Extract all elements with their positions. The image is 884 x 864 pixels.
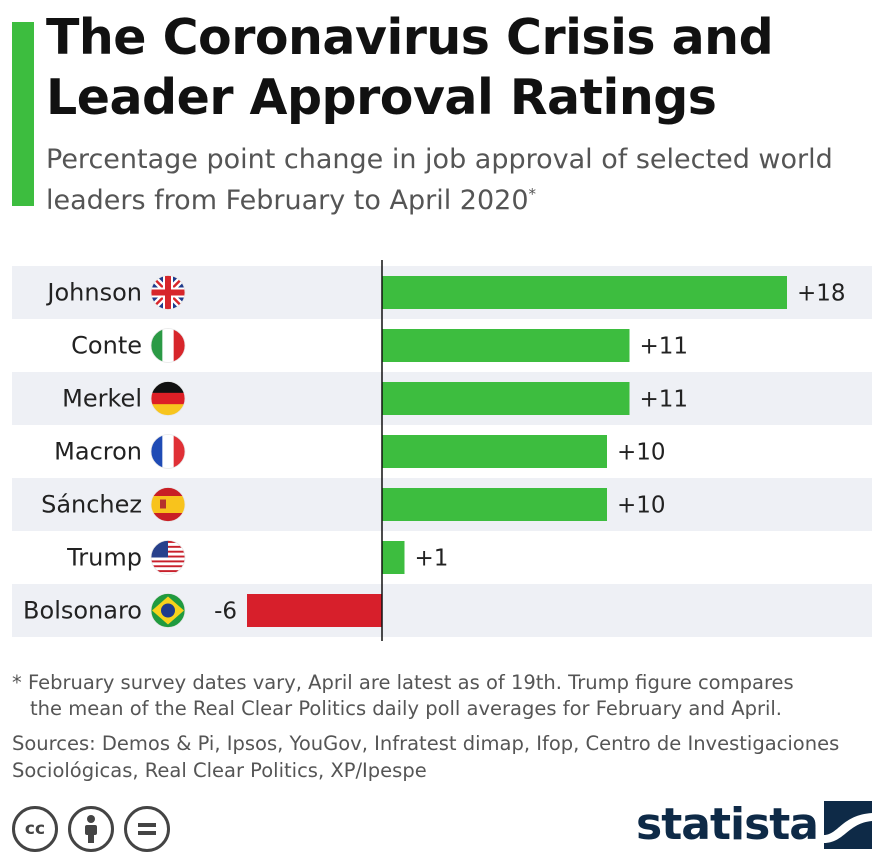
chart-row: +11 Conte [71, 328, 689, 363]
chart-row: +10 Sánchez [12, 478, 872, 531]
chart-row: +18 Johnson [12, 266, 872, 319]
data-label: +1 [415, 546, 449, 572]
cc-icon[interactable]: cc [12, 806, 58, 852]
data-label: +11 [640, 334, 689, 360]
brazil-flag-icon [150, 593, 186, 628]
bar-chart: +18 Johnson +11 Conte +11 Merkel +10 Macron +10 S… [12, 260, 872, 641]
data-label: +11 [640, 387, 689, 413]
chart-row: +10 Macron [54, 434, 666, 469]
france-flag-icon [150, 434, 186, 469]
category-label: Trump [66, 544, 142, 572]
no-derivatives-icon[interactable] [124, 806, 170, 852]
page-subtitle: Percentage point change in job approval … [46, 142, 876, 218]
category-label: Macron [54, 438, 142, 466]
statista-logo-mark-icon [824, 801, 872, 849]
bar [382, 382, 630, 415]
data-label: +18 [797, 281, 846, 307]
license-icons: cc [12, 806, 170, 852]
uk-flag-icon [150, 275, 186, 310]
spain-flag-icon [150, 487, 186, 522]
data-label: +10 [617, 440, 666, 466]
italy-flag-icon [150, 328, 186, 363]
usa-flag-icon [150, 540, 186, 575]
sources-text: Sources: Demos & Pi, Ipsos, YouGov, Infr… [12, 732, 840, 782]
data-label: -6 [214, 599, 237, 625]
category-label: Bolsonaro [23, 597, 142, 625]
bar [382, 541, 405, 574]
chart-row: +1 Trump [66, 540, 449, 575]
category-label: Sánchez [41, 491, 142, 519]
category-label: Conte [71, 332, 142, 360]
attribution-icon[interactable] [68, 806, 114, 852]
bar [382, 329, 630, 362]
category-label: Johnson [45, 279, 142, 307]
footnote-line-2: the mean of the Real Clear Politics dail… [30, 697, 782, 720]
bar [382, 488, 607, 521]
data-label: +10 [617, 493, 666, 519]
title-accent-bar [12, 22, 34, 206]
subtitle-text: Percentage point change in job approval … [46, 144, 833, 216]
logo-text: statista [636, 799, 819, 850]
germany-flag-icon [150, 381, 186, 416]
footnote-line-1: * February survey dates vary, April are … [12, 671, 794, 694]
bar [382, 435, 607, 468]
subtitle-footnote-mark: * [528, 185, 537, 203]
statista-logo[interactable]: statista [636, 800, 872, 850]
category-label: Merkel [62, 385, 142, 413]
chart-row: +11 Merkel [12, 372, 872, 425]
bar [382, 276, 787, 309]
page-title: The Coronavirus Crisis and Leader Approv… [46, 9, 774, 126]
chart-row: -6 Bolsonaro [12, 584, 872, 637]
footnote: * February survey dates vary, April are … [12, 670, 872, 722]
bar [247, 594, 382, 627]
